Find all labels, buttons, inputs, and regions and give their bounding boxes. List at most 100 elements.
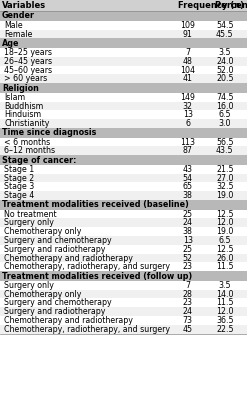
Bar (0, 110, 247, 119)
Text: Buddhism: Buddhism (4, 102, 44, 110)
Text: 6–12 months: 6–12 months (4, 146, 56, 155)
Bar (0, 290, 247, 298)
Text: Islam: Islam (4, 93, 26, 102)
Bar (0, 254, 247, 262)
Text: 87: 87 (183, 146, 193, 155)
Text: 3.5: 3.5 (219, 48, 231, 57)
Bar (0, 128, 247, 138)
Text: 13: 13 (183, 236, 193, 245)
Text: Age: Age (2, 39, 20, 48)
Text: Stage 3: Stage 3 (4, 182, 35, 191)
Text: 12.5: 12.5 (216, 210, 233, 218)
Text: 7: 7 (185, 48, 190, 57)
Bar (0, 93, 247, 102)
Text: Treatment modalities received (baseline): Treatment modalities received (baseline) (2, 200, 189, 209)
Text: Surgery and radiotherapy: Surgery and radiotherapy (4, 307, 106, 316)
Text: 27.0: 27.0 (216, 174, 233, 182)
Text: Surgery and chemotherapy: Surgery and chemotherapy (4, 236, 112, 245)
Text: 45.5: 45.5 (216, 30, 233, 38)
Text: 52: 52 (183, 254, 193, 262)
Text: 109: 109 (180, 21, 195, 30)
Text: 3.0: 3.0 (219, 119, 231, 128)
Bar (0, 182, 247, 191)
Text: Chemotherapy and radiotherapy: Chemotherapy and radiotherapy (4, 254, 133, 262)
Text: 56.5: 56.5 (216, 138, 233, 146)
Text: 11.5: 11.5 (216, 298, 233, 307)
Bar (0, 262, 247, 271)
Text: 54: 54 (183, 174, 193, 182)
Text: Chemotherapy only: Chemotherapy only (4, 290, 82, 298)
Text: 24: 24 (183, 307, 193, 316)
Text: 74.5: 74.5 (216, 93, 233, 102)
Bar (0, 227, 247, 236)
Text: Stage 1: Stage 1 (4, 165, 35, 174)
Text: 16.0: 16.0 (216, 102, 233, 110)
Bar (0, 210, 247, 218)
Text: 19.0: 19.0 (216, 191, 233, 200)
Text: 52.0: 52.0 (216, 66, 233, 74)
Text: 113: 113 (180, 138, 195, 146)
Text: 43.5: 43.5 (216, 146, 233, 155)
Text: 54.5: 54.5 (216, 21, 233, 30)
Text: 41: 41 (183, 74, 193, 83)
Text: Surgery only: Surgery only (4, 218, 54, 227)
Text: < 6 months: < 6 months (4, 138, 51, 146)
Bar (0, 236, 247, 245)
Bar (0, 30, 247, 38)
Text: Surgery and radiotherapy: Surgery and radiotherapy (4, 245, 106, 254)
Text: 149: 149 (180, 93, 195, 102)
Text: 6: 6 (185, 119, 190, 128)
Text: Treatment modalities received (follow up): Treatment modalities received (follow up… (2, 272, 192, 280)
Text: 43: 43 (183, 165, 193, 174)
Text: 19.0: 19.0 (216, 227, 233, 236)
Text: 6.5: 6.5 (219, 236, 231, 245)
Text: 25: 25 (183, 245, 193, 254)
Text: Percentage (%): Percentage (%) (215, 1, 247, 10)
Bar (0, 245, 247, 254)
Text: Surgery and chemotherapy: Surgery and chemotherapy (4, 298, 112, 307)
Text: Time since diagnosis: Time since diagnosis (2, 128, 96, 137)
Text: 14.0: 14.0 (216, 290, 233, 298)
Text: 3.5: 3.5 (219, 281, 231, 290)
Bar (0, 271, 247, 281)
Text: Chemotherapy only: Chemotherapy only (4, 227, 82, 236)
Bar (0, 138, 247, 146)
Bar (0, 83, 247, 93)
Text: 45–60 years: 45–60 years (4, 66, 53, 74)
Text: 91: 91 (183, 30, 193, 38)
Text: 12.0: 12.0 (216, 307, 233, 316)
Bar (0, 0, 247, 11)
Text: 48: 48 (183, 57, 193, 66)
Text: Hinduism: Hinduism (4, 110, 41, 119)
Bar (0, 218, 247, 227)
Text: 18–25 years: 18–25 years (4, 48, 52, 57)
Text: 11.5: 11.5 (216, 262, 233, 271)
Text: Surgery only: Surgery only (4, 281, 54, 290)
Text: 13: 13 (183, 110, 193, 119)
Text: Christianity: Christianity (4, 119, 50, 128)
Bar (0, 325, 247, 334)
Text: 22.5: 22.5 (216, 325, 233, 334)
Text: 36.5: 36.5 (216, 316, 233, 325)
Text: 12.5: 12.5 (216, 245, 233, 254)
Bar (0, 146, 247, 155)
Bar (0, 48, 247, 57)
Text: 104: 104 (180, 66, 195, 74)
Text: No treatment: No treatment (4, 210, 57, 218)
Bar (0, 21, 247, 30)
Text: 21.5: 21.5 (216, 165, 233, 174)
Text: 12.0: 12.0 (216, 218, 233, 227)
Bar (0, 165, 247, 174)
Bar (0, 281, 247, 290)
Text: Male: Male (4, 21, 23, 30)
Text: 73: 73 (183, 316, 193, 325)
Text: Stage of cancer:: Stage of cancer: (2, 156, 76, 164)
Bar (0, 119, 247, 128)
Text: 65: 65 (183, 182, 193, 191)
Text: > 60 years: > 60 years (4, 74, 48, 83)
Text: Religion: Religion (2, 84, 39, 92)
Text: Chemotherapy and radiotherapy: Chemotherapy and radiotherapy (4, 316, 133, 325)
Text: 38: 38 (183, 227, 193, 236)
Text: Gender: Gender (2, 12, 35, 20)
Text: Stage 4: Stage 4 (4, 191, 35, 200)
